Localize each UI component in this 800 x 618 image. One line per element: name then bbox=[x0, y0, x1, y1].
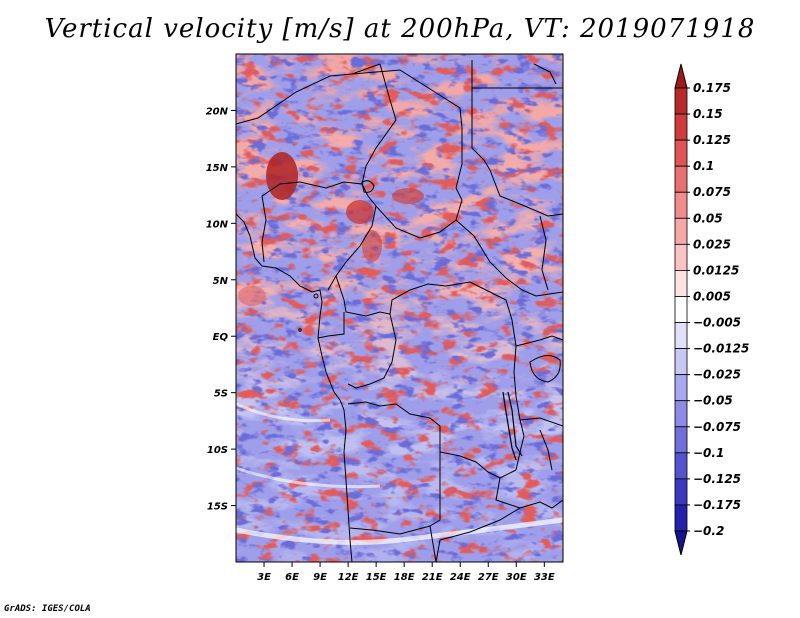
colorbar-level-label: −0.05 bbox=[693, 394, 733, 408]
colorbar-level-label: 0.0125 bbox=[693, 263, 739, 277]
country-borders bbox=[236, 60, 563, 562]
lon-tick-label: 6E bbox=[285, 572, 299, 583]
colorbar-level-label: −0.0125 bbox=[693, 342, 749, 356]
colorbar-level-label: 0.175 bbox=[693, 81, 731, 95]
map-frame bbox=[235, 53, 564, 563]
colorbar-level-label: −0.175 bbox=[693, 498, 741, 512]
colorbar-level-label: 0.075 bbox=[693, 185, 731, 199]
colorbar-level-label: −0.025 bbox=[693, 368, 741, 382]
colorbar-swatch bbox=[674, 348, 688, 376]
colorbar-top-triangle bbox=[674, 63, 688, 89]
lat-tick-label: 5S bbox=[214, 389, 228, 400]
lat-tick-label: 10N bbox=[206, 219, 229, 230]
colorbar-level-label: 0.05 bbox=[693, 211, 723, 225]
colorbar-swatch bbox=[674, 165, 688, 193]
lon-tick-label: 18E bbox=[394, 572, 415, 583]
colorbar-level-label: −0.075 bbox=[693, 420, 741, 434]
grads-credit: GrADS: IGES/COLA bbox=[4, 604, 91, 614]
colorbar-level-label: −0.005 bbox=[693, 316, 741, 330]
colorbar-swatch bbox=[674, 478, 688, 506]
colorbar-swatch bbox=[674, 504, 688, 532]
lat-tick-label: 20N bbox=[206, 106, 229, 117]
colorbar-swatch bbox=[674, 191, 688, 219]
lon-tick-label: 27E bbox=[478, 572, 499, 583]
colorbar-swatch bbox=[674, 452, 688, 480]
colorbar-swatch bbox=[674, 243, 688, 271]
colorbar-swatch bbox=[674, 113, 688, 141]
lat-tick-label: 5N bbox=[213, 276, 229, 287]
colorbar-swatch bbox=[674, 296, 688, 323]
colorbar-bottom-triangle bbox=[674, 530, 688, 556]
colorbar-level-label: 0.125 bbox=[693, 133, 731, 147]
lon-tick-label: 21E bbox=[422, 572, 443, 583]
colorbar-swatch bbox=[674, 87, 688, 115]
lon-tick-label: 3E bbox=[257, 572, 271, 583]
lon-tick-label: 30E bbox=[506, 572, 527, 583]
colorbar-level-label: 0.1 bbox=[693, 159, 714, 173]
lat-tick-label: 10S bbox=[207, 445, 228, 456]
lat-tick-label: 15N bbox=[206, 163, 229, 174]
colorbar-level-label: −0.1 bbox=[693, 446, 724, 460]
atlantic-coastline bbox=[236, 213, 353, 562]
lon-tick-label: 15E bbox=[366, 572, 387, 583]
velocity-field bbox=[236, 54, 563, 562]
colorbar-level-label: 0.005 bbox=[693, 289, 731, 303]
lon-tick-label: 24E bbox=[450, 572, 471, 583]
lon-tick-label: 12E bbox=[338, 572, 359, 583]
lon-tick-label: 9E bbox=[313, 572, 327, 583]
colorbar: 0.175 0.15 0.125 0.1 0.075 0.05 0.025 0.0125 0.0… bbox=[674, 63, 749, 556]
colorbar-swatch bbox=[674, 322, 688, 349]
colorbar-swatch bbox=[674, 139, 688, 167]
colorbar-swatch bbox=[674, 400, 688, 428]
lat-tick-label: 15S bbox=[207, 502, 228, 513]
colorbar-swatch bbox=[674, 270, 688, 297]
colorbar-level-label: −0.2 bbox=[693, 524, 724, 538]
map-title: Vertical velocity [m/s] at 200hPa, VT: 2… bbox=[44, 14, 756, 44]
colorbar-level-label: 0.15 bbox=[693, 107, 723, 121]
latitude-axis: 20N 15N 10N 5N EQ 5S 10S 15S bbox=[206, 106, 236, 513]
longitude-axis: 3E 6E 9E 12E 15E 18E 21E 24E 27E 30E 33E bbox=[257, 562, 555, 583]
colorbar-level-label: 0.025 bbox=[693, 237, 731, 251]
colorbar-swatch bbox=[674, 217, 688, 245]
lon-tick-label: 33E bbox=[534, 572, 555, 583]
colorbar-level-label: −0.125 bbox=[693, 472, 741, 486]
lat-tick-label: EQ bbox=[213, 332, 229, 343]
colorbar-swatch bbox=[674, 426, 688, 454]
colorbar-swatch bbox=[674, 374, 688, 402]
